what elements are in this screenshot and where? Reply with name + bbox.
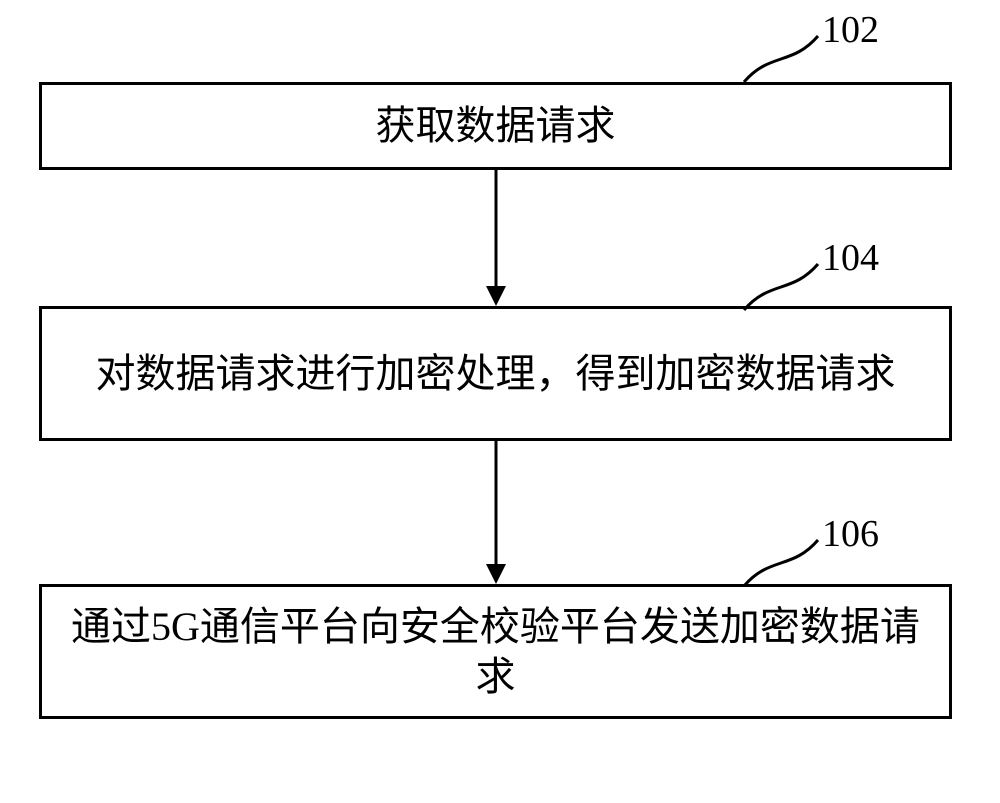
arrow-104-106 xyxy=(486,441,506,584)
ref-label-102-text: 102 xyxy=(822,9,879,51)
flow-node-102-text: 获取数据请求 xyxy=(376,101,616,151)
flow-node-104-text: 对数据请求进行加密处理，得到加密数据请求 xyxy=(96,349,896,399)
leader-104 xyxy=(744,264,818,310)
ref-label-104-text: 104 xyxy=(822,237,879,279)
ref-label-104: 104 xyxy=(822,236,879,280)
ref-label-106-text: 106 xyxy=(822,513,879,555)
flow-node-106: 通过5G通信平台向安全校验平台发送加密数据请求 xyxy=(39,584,952,719)
arrow-102-104 xyxy=(486,170,506,306)
flow-node-106-text: 通过5G通信平台向安全校验平台发送加密数据请求 xyxy=(54,602,937,702)
ref-label-102: 102 xyxy=(822,8,879,52)
leader-102 xyxy=(744,36,818,82)
ref-label-106: 106 xyxy=(822,512,879,556)
flowchart-canvas: 获取数据请求 对数据请求进行加密处理，得到加密数据请求 通过5G通信平台向安全校… xyxy=(0,0,1000,803)
flow-node-102: 获取数据请求 xyxy=(39,82,952,170)
flow-node-104: 对数据请求进行加密处理，得到加密数据请求 xyxy=(39,306,952,441)
leader-106 xyxy=(744,540,818,586)
